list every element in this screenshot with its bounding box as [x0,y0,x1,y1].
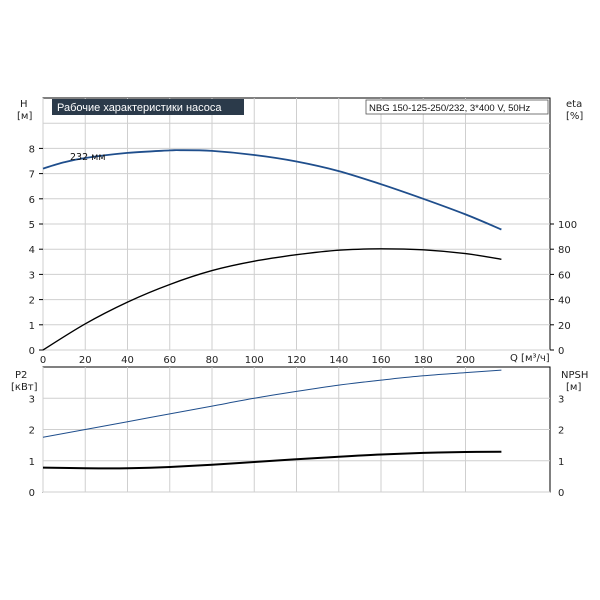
y-axis-unit-p2: [кВт] [11,382,38,393]
tick-labels: 0 20 40 60 80 100 120 140 160 180 2000123456780204… [29,144,577,499]
y-right-tick-label: 100 [558,220,577,231]
x-tick-label: 100 [245,355,264,366]
y-axis-label-p2: P2 [15,370,27,381]
chart-subtitle: NBG 150-125-250/232, 3*400 V, 50Hz [369,103,531,114]
y-right-tick-label: 80 [558,245,571,256]
series-lines [42,149,502,470]
x-tick-label: 80 [206,355,219,366]
head-curve-line [42,149,502,231]
x-tick-label: 40 [121,355,134,366]
title-box [52,99,244,115]
y-left-tick-label: 1 [29,321,35,332]
efficiency-curve-line [42,248,502,351]
y-axis-unit-head: [м] [17,111,32,122]
x-tick-label: 20 [79,355,92,366]
y-right-tick-label: 20 [558,321,571,332]
x-tick-label: 0 [40,355,46,366]
curve-label-232: 232 мм [70,152,106,163]
y-right-tick-label: 40 [558,296,571,307]
y-axis-unit-npsh: [м] [566,382,581,393]
y-axis-unit-eta: [%] [566,111,583,122]
p2-tick-label: 3 [29,394,35,405]
x-tick-label: 160 [371,355,390,366]
npsh-tick-label: 0 [558,488,564,499]
x-tick-label: 200 [456,355,475,366]
npsh-curve-line [42,450,502,470]
x-tick-label: 60 [163,355,176,366]
npsh-tick-label: 1 [558,457,564,468]
x-tick-label: 140 [329,355,348,366]
y-left-tick-label: 3 [29,270,35,281]
p2-tick-label: 2 [29,426,35,437]
y-right-tick-label: 0 [558,346,564,357]
y-axis-label-head: H [20,99,28,110]
y-left-tick-label: 6 [29,195,35,206]
y-axis-label-npsh: NPSH [561,370,588,381]
subtitle-box [365,99,549,115]
npsh-tick-label: 3 [558,394,564,405]
y-left-tick-label: 7 [29,170,35,181]
p2-tick-label: 1 [29,457,35,468]
y-left-tick-label: 5 [29,220,35,231]
x-tick-label: 120 [287,355,306,366]
y-right-tick-label: 60 [558,270,571,281]
grid-lines [42,98,550,493]
x-tick-label: 180 [414,355,433,366]
chart-title: Рабочие характеристики насоса [57,102,222,114]
y-left-tick-label: 4 [29,245,35,256]
y-axis-label-eta: eta [566,99,582,110]
y-left-tick-label: 8 [29,144,35,155]
npsh-tick-label: 2 [558,426,564,437]
p2-curve-line [42,369,502,438]
y-left-tick-label: 0 [29,346,35,357]
x-axis-label: Q [м³/ч] [510,353,550,364]
y-left-tick-label: 2 [29,296,35,307]
p2-tick-label: 0 [29,488,35,499]
